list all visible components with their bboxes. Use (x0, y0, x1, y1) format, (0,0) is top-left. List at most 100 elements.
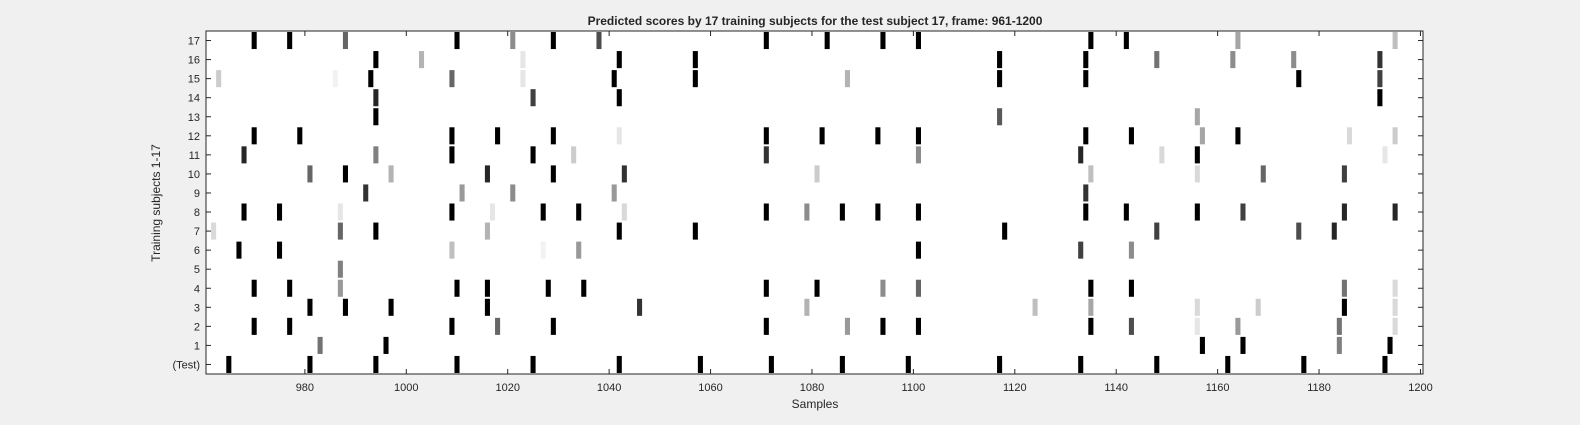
heatmap-cell (1194, 108, 1200, 126)
heatmap-cell (1240, 336, 1246, 354)
heatmap-cell (875, 203, 881, 221)
heatmap-cell (1199, 127, 1205, 145)
heatmap-cell (804, 298, 810, 316)
heatmap-cell (454, 32, 460, 50)
heatmap-cell (363, 184, 369, 202)
heatmap-cell (337, 260, 343, 278)
y-tick-label: 11 (189, 150, 200, 162)
heatmap-cell (287, 317, 293, 335)
heatmap-cell (1083, 51, 1089, 69)
heatmap-cell (875, 127, 881, 145)
heatmap-cell (1078, 241, 1084, 259)
heatmap-cell (530, 89, 536, 107)
y-tick-label: 9 (194, 188, 200, 200)
heatmap-cell (307, 165, 313, 183)
heatmap-cell (880, 317, 886, 335)
heatmap-cell (1128, 317, 1134, 335)
heatmap-cell (763, 146, 769, 164)
heatmap-cell (1083, 184, 1089, 202)
x-tick-label: 1080 (800, 382, 824, 394)
heatmap-cell (459, 184, 465, 202)
heatmap-cell (216, 70, 222, 88)
y-tick-label: 13 (188, 112, 200, 124)
heatmap-cell (804, 203, 810, 221)
y-tick-label: 15 (188, 74, 200, 86)
heatmap-cell (251, 317, 257, 335)
heatmap-cell (1159, 146, 1165, 164)
heatmap-cell (1002, 222, 1008, 240)
heatmap-cell (1235, 127, 1241, 145)
heatmap-cell (697, 355, 703, 373)
heatmap-cell (241, 146, 247, 164)
heatmap-cell (1088, 317, 1094, 335)
heatmap-cell (1088, 32, 1094, 50)
heatmap-cell (540, 203, 546, 221)
heatmap-cell (1341, 279, 1347, 297)
heatmap-cell (251, 127, 257, 145)
chart-title: Predicted scores by 17 training subjects… (588, 14, 1043, 28)
heatmap-cell (449, 241, 455, 259)
x-tick-label: 1120 (1003, 382, 1027, 394)
heatmap-cell (576, 203, 582, 221)
heatmap-cell (880, 279, 886, 297)
heatmap-cell (520, 70, 526, 88)
x-axis: 980 1000 1020 1040 1060 1080 1100 1120 1140 1160 1… (296, 31, 1433, 394)
heatmap-cell (297, 127, 303, 145)
y-tick-label: 6 (194, 245, 200, 257)
y-tick-label: 7 (194, 226, 200, 238)
x-tick-label: 1060 (698, 382, 722, 394)
heatmap-cell (484, 279, 490, 297)
heatmap-cell (1078, 355, 1084, 373)
heatmap-cell (1392, 279, 1398, 297)
heatmap-cell (844, 317, 850, 335)
heatmap-cell (621, 203, 627, 221)
heatmap-cell (1341, 165, 1347, 183)
x-tick-label: 1040 (597, 382, 621, 394)
heatmap-cell (997, 51, 1003, 69)
heatmap-cell (1128, 241, 1134, 259)
heatmap-cell (819, 127, 825, 145)
heatmap-cell (1296, 222, 1302, 240)
heatmap-cell (763, 127, 769, 145)
heatmap-cell (596, 32, 602, 50)
x-tick-label: 1180 (1307, 382, 1331, 394)
y-tick-label: 5 (194, 264, 200, 276)
heatmap-cell (611, 70, 617, 88)
heatmap-cell (1336, 317, 1342, 335)
heatmap-cell (1088, 298, 1094, 316)
heatmap-cell (342, 165, 348, 183)
heatmap-cell (287, 32, 293, 50)
heatmap-cell (880, 32, 886, 50)
y-tick-label: 12 (188, 131, 200, 143)
heatmap-cell (1032, 298, 1038, 316)
x-tick-label: 1000 (394, 382, 418, 394)
y-tick-label: 17 (188, 36, 200, 48)
heatmap-cell (373, 222, 379, 240)
x-tick-label: 980 (296, 382, 314, 394)
heatmap-cell (337, 203, 343, 221)
heatmap-cell (915, 127, 921, 145)
heatmap-cell (495, 127, 501, 145)
heatmap-cell (368, 70, 374, 88)
heatmap-cell (1296, 70, 1302, 88)
heatmap-cell (768, 355, 774, 373)
heatmap-cell (317, 336, 323, 354)
heatmap-cell (1083, 70, 1089, 88)
heatmap-cell (307, 298, 313, 316)
heatmap-cell (520, 51, 526, 69)
heatmap-cell (1291, 51, 1297, 69)
x-tick-label: 1160 (1206, 382, 1230, 394)
heatmap-cell (530, 355, 536, 373)
heatmap-cell (226, 355, 232, 373)
y-tick-label: 16 (188, 55, 200, 67)
heatmap-cell (616, 51, 622, 69)
heatmap-cell (1194, 165, 1200, 183)
y-tick-label: 3 (194, 302, 200, 314)
heatmap-cell (824, 32, 830, 50)
heatmap-cell (1341, 203, 1347, 221)
heatmap-cell (276, 203, 283, 221)
heatmap-cell (763, 32, 769, 50)
heatmap-cell (276, 241, 283, 259)
